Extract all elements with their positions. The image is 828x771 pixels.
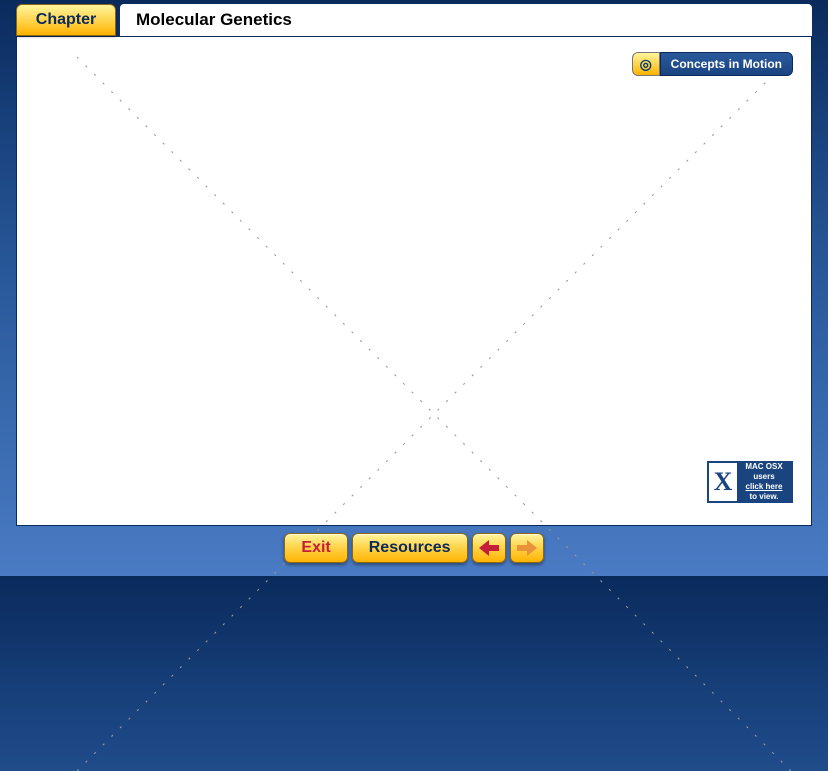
mac-line1: MAC OSX [745,462,782,472]
bottom-nav: Exit Resources [0,528,828,568]
resources-label: Resources [369,539,451,557]
chapter-title: Molecular Genetics [136,10,292,30]
mac-line2: users [753,472,774,482]
next-button[interactable] [510,533,544,563]
mac-line3: click here [746,482,783,492]
concepts-icon-glyph: ◎ [640,56,652,73]
chapter-tab-label: Chapter [36,11,96,29]
exit-label: Exit [301,539,330,557]
content-area: ◎ Concepts in Motion X MAC OSX users cli… [16,36,812,526]
prev-button[interactable] [472,533,506,563]
chapter-tab[interactable]: Chapter [16,4,116,36]
resources-button[interactable]: Resources [352,533,468,563]
title-bar: Molecular Genetics [120,4,812,36]
mac-line4: to view. [749,492,778,502]
concepts-in-motion-button[interactable]: ◎ Concepts in Motion [632,51,793,77]
placeholder-x [77,57,791,771]
concepts-icon: ◎ [632,52,660,76]
mac-osx-badge[interactable]: X MAC OSX users click here to view. [707,461,793,503]
arrow-left-icon [479,540,499,556]
arrow-right-icon [517,540,537,556]
exit-button[interactable]: Exit [284,533,347,563]
mac-osx-text: MAC OSX users click here to view. [737,463,791,501]
concepts-label: Concepts in Motion [660,52,793,76]
mac-osx-x-icon: X [709,467,737,497]
